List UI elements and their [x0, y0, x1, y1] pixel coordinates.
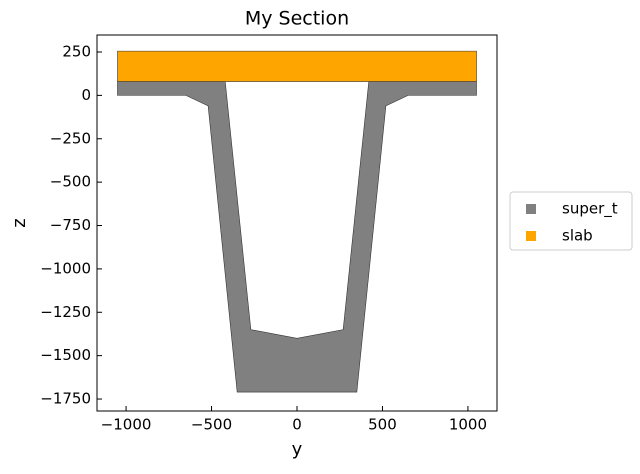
legend-marker [526, 204, 536, 214]
y-tick-label: −1000 [40, 259, 91, 277]
x-tick-label: 0 [292, 416, 302, 434]
x-tick-label: 500 [368, 416, 397, 434]
y-tick-label: −1250 [40, 303, 91, 321]
legend-label: super_t [562, 200, 618, 219]
y-tick-label: −500 [50, 173, 91, 191]
y-tick-label: 250 [62, 43, 91, 61]
x-axis-label: y [292, 439, 303, 460]
x-tick-label: −1000 [101, 416, 152, 434]
section-slab [117, 50, 477, 82]
legend-label: slab [562, 227, 593, 245]
chart-title: My Section [245, 8, 349, 30]
legend-box [509, 191, 633, 251]
legend-marker [526, 231, 536, 241]
y-tick-label: −1500 [40, 346, 91, 364]
y-axis-label: z [9, 218, 30, 227]
x-tick-label: −500 [191, 416, 232, 434]
y-tick-label: −250 [50, 129, 91, 147]
y-tick-label: −750 [50, 216, 91, 234]
y-tick-label: 0 [81, 86, 91, 104]
y-tick-label: −1750 [40, 390, 91, 408]
section-super_t [117, 81, 477, 393]
x-tick-label: 1000 [449, 416, 487, 434]
